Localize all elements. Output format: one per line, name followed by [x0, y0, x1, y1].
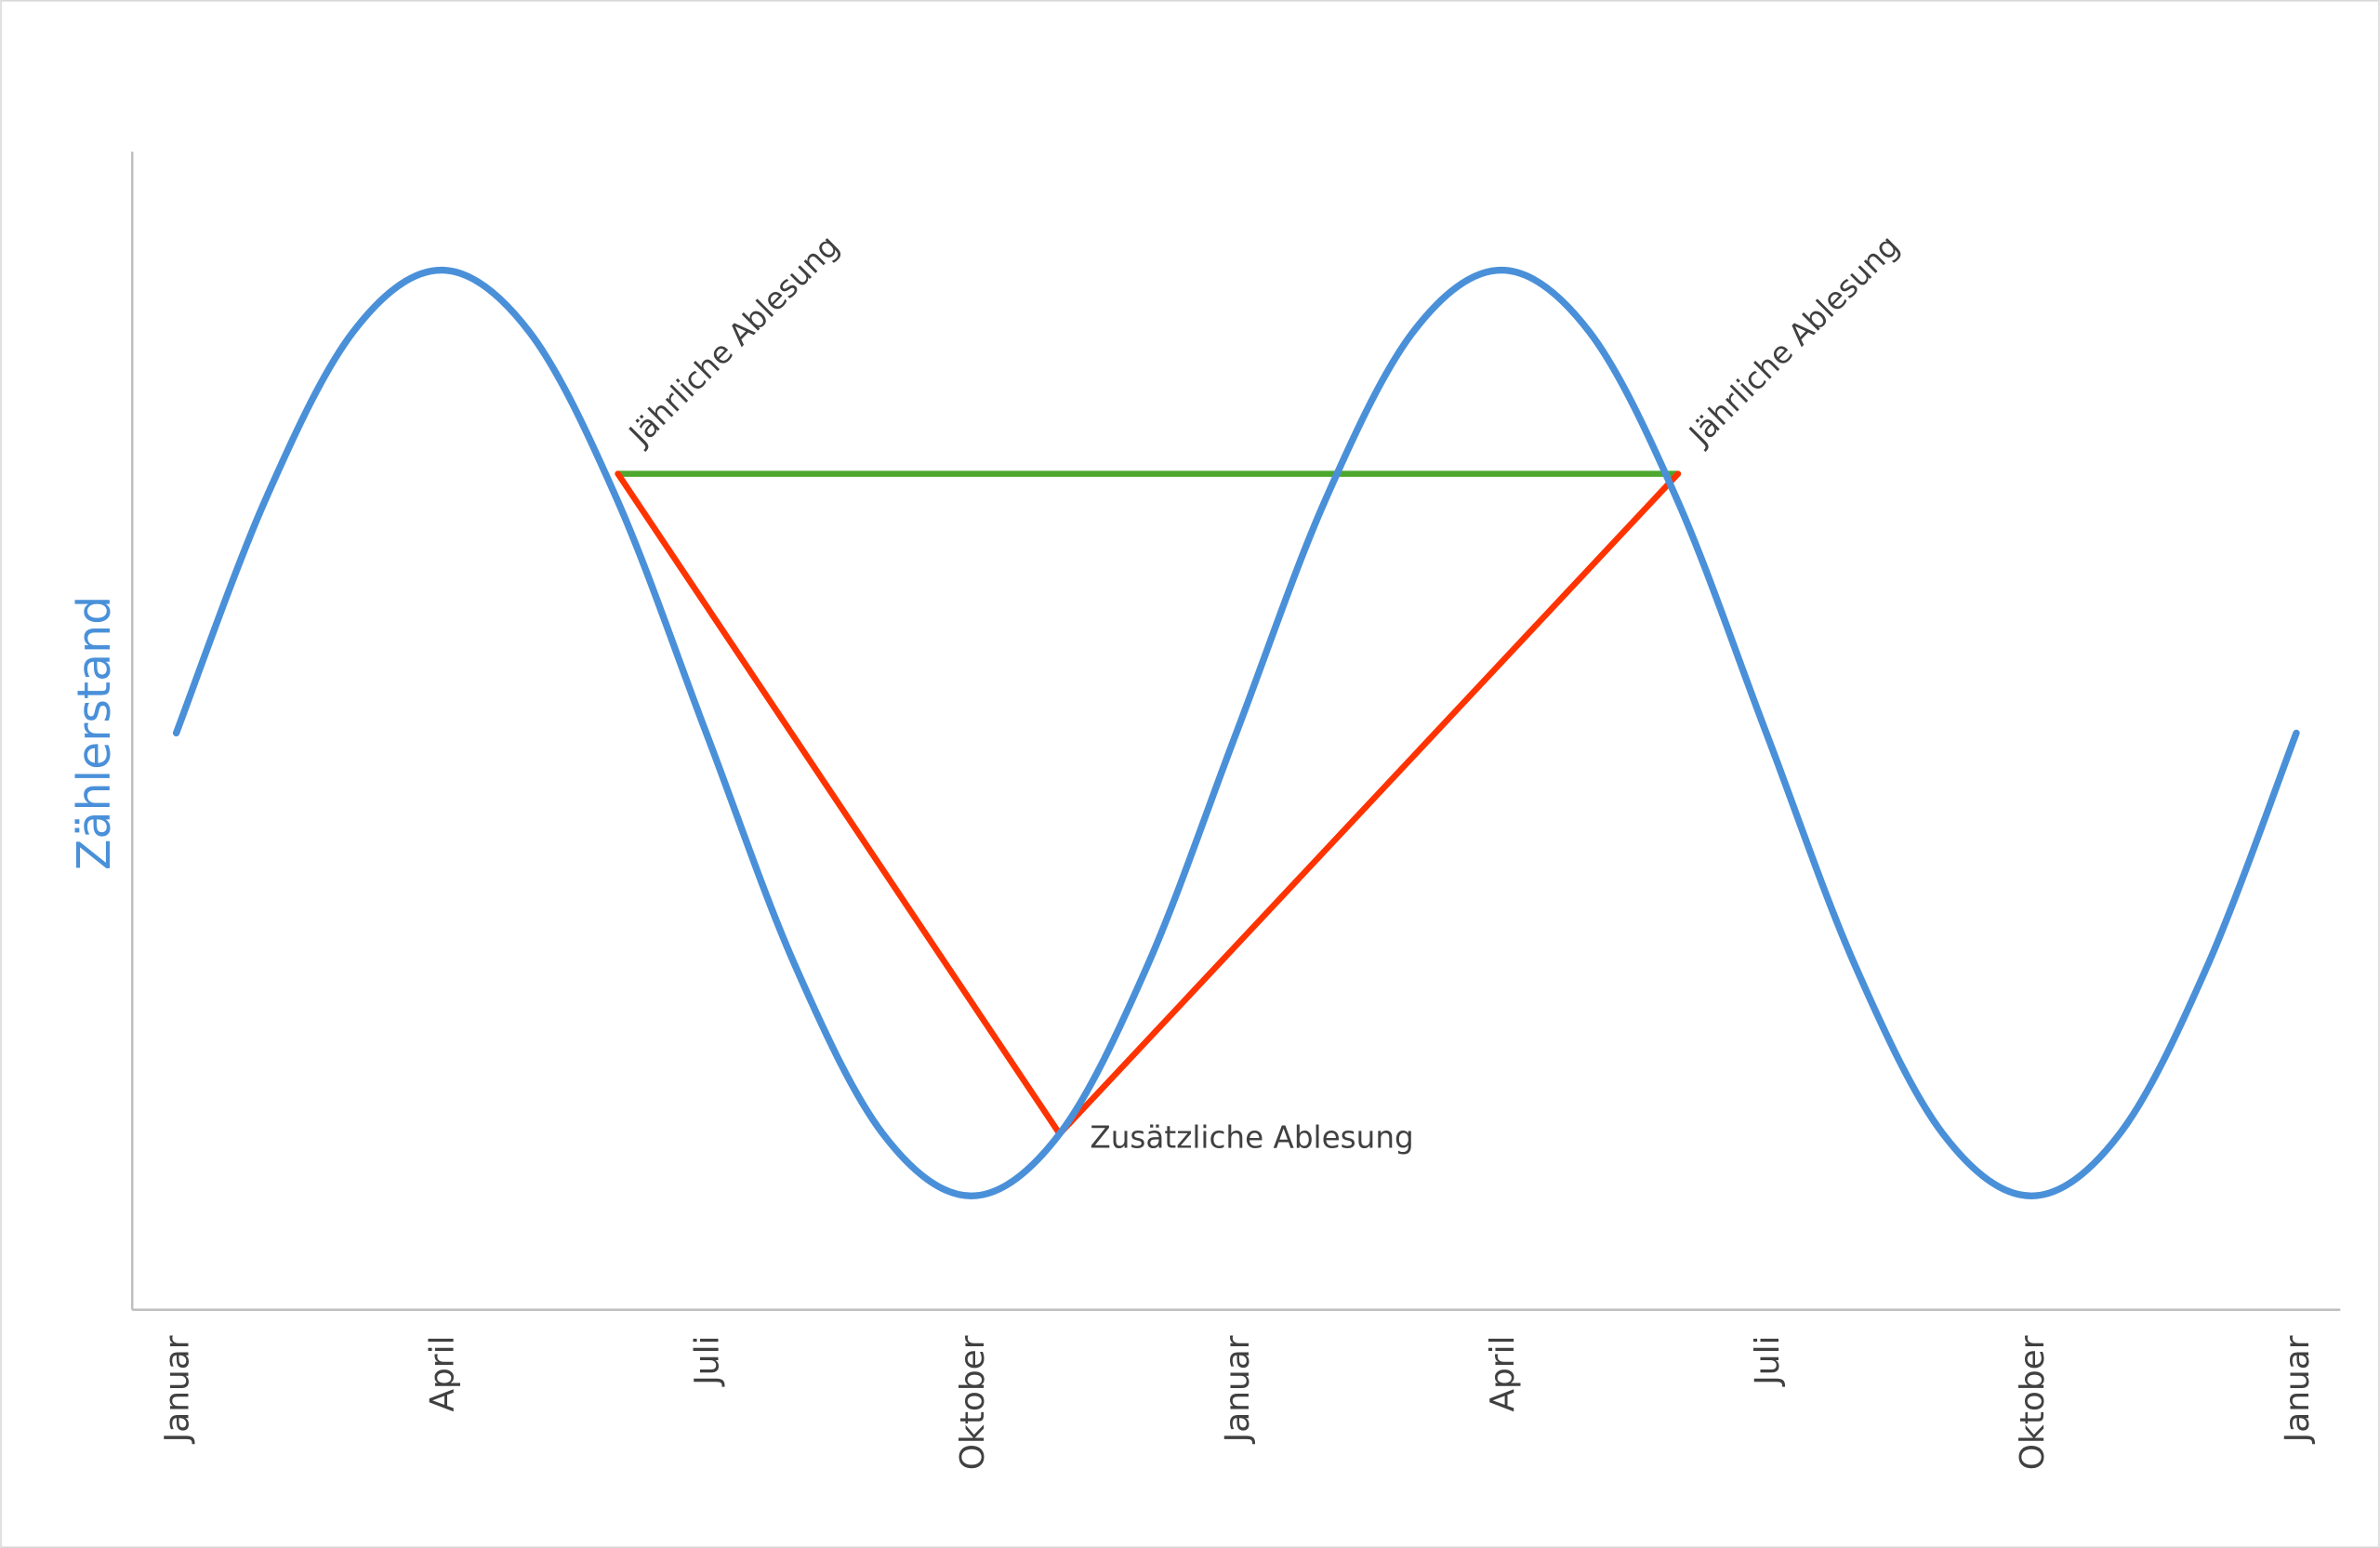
x-tick-label: April [424, 1335, 462, 1411]
x-tick-label: Juli [689, 1335, 727, 1386]
x-tick-label: Januar [1219, 1335, 1257, 1444]
x-tick-label: Oktober [954, 1335, 992, 1470]
x-tick-label: Januar [2279, 1335, 2317, 1444]
split-consumption-line [615, 470, 1064, 1137]
y-axis-label: Zählerstand [68, 596, 121, 870]
meter-curve-series [172, 266, 2300, 1199]
x-tick-label: Oktober [2014, 1335, 2052, 1470]
reading-annotation: Zusätzliche Ablesung [1090, 1119, 1413, 1155]
x-tick-label: Juli [1749, 1335, 1787, 1386]
x-tick-label: April [1484, 1335, 1522, 1411]
x-tick-label: Januar [159, 1335, 197, 1444]
split-consumption-line [1056, 470, 1682, 1137]
